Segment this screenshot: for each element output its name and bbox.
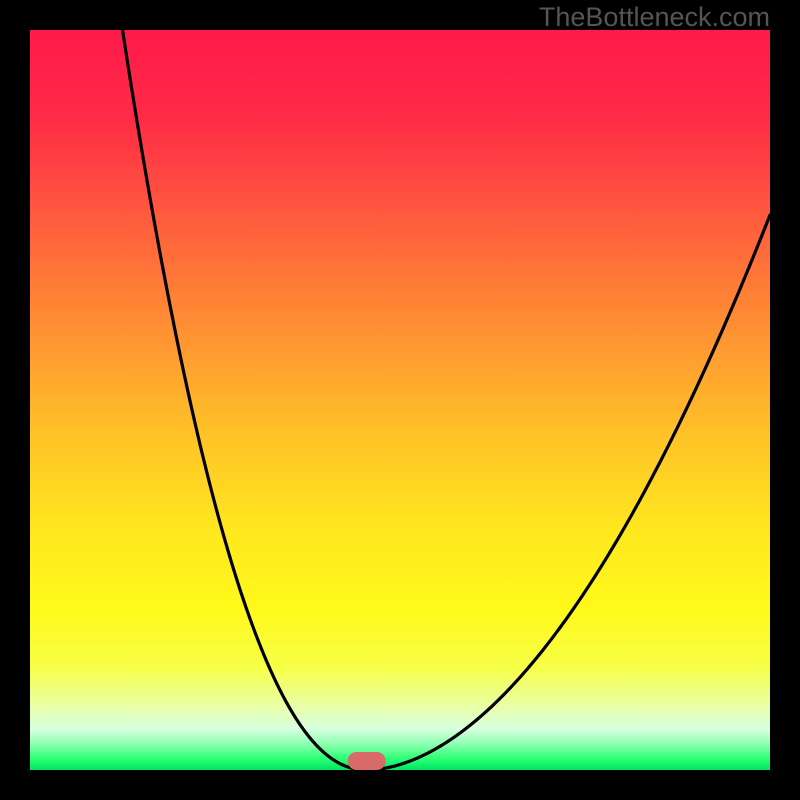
frame-border (0, 0, 30, 800)
frame-border (0, 770, 800, 800)
minimum-marker (348, 752, 386, 770)
frame-border (770, 0, 800, 800)
watermark-text: TheBottleneck.com (539, 2, 770, 33)
bottleneck-chart (0, 0, 800, 800)
